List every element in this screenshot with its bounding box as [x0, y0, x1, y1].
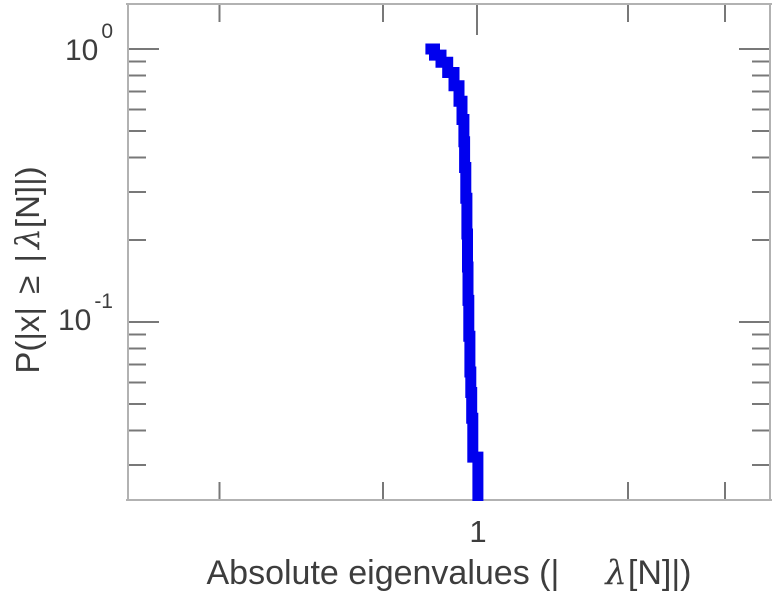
- y-tick-base: 10: [64, 34, 99, 67]
- x-axis-title-text: Absolute eigenvalues (|: [206, 554, 560, 592]
- y-tick-exponent: 0: [101, 20, 113, 43]
- y-tick-label-1e0: 100: [20, 21, 113, 67]
- y-axis-title-text: P(|x| ≥ |: [9, 254, 46, 374]
- y-tick-label-1e-1: 10-1: [20, 291, 113, 337]
- lambda-symbol: λ: [8, 228, 47, 249]
- ccdf-curve: [425, 43, 484, 501]
- lambda-symbol: λ: [605, 553, 627, 593]
- y-tick-base: 10: [57, 304, 92, 337]
- x-axis-title-suffix: [N]|): [627, 554, 692, 592]
- y-tick-exponent: -1: [94, 290, 113, 313]
- x-axis-title: Absolute eigenvalues (| λ[N]|): [127, 553, 771, 593]
- y-axis-title-suffix: [N]|): [9, 166, 46, 229]
- y-axis-title: P(|x| ≥ | λ[N]|): [8, 20, 47, 520]
- x-tick-label-1: 1: [469, 514, 487, 549]
